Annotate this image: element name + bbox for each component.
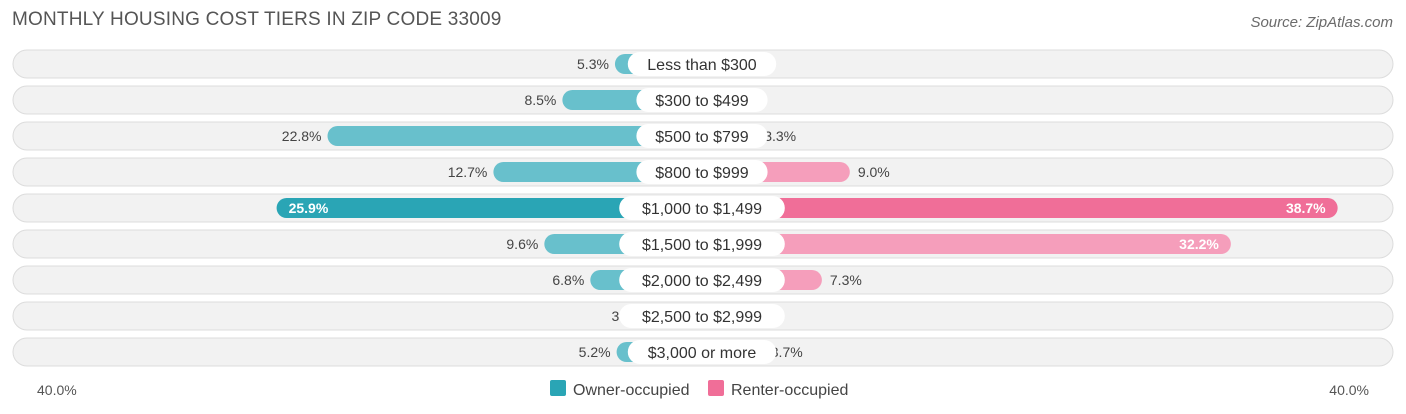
category-label: $500 to $799	[655, 129, 749, 146]
owner-value-label: 6.8%	[552, 272, 584, 288]
category-pill	[619, 304, 785, 328]
owner-value-label: 8.5%	[524, 92, 556, 108]
renter-value-label: 3.7%	[771, 344, 803, 360]
category-pill	[636, 160, 768, 184]
category-pill	[619, 196, 785, 220]
legend-swatch-owner	[550, 380, 566, 396]
legend-swatch-renter	[708, 380, 724, 396]
row-3: 12.7% 9.0% $800 to $999	[12, 157, 1394, 187]
category-label: Less than $300	[647, 57, 757, 74]
row-2: 22.8% 3.3% $500 to $799	[12, 121, 1394, 151]
category-label: $300 to $499	[655, 93, 749, 110]
owner-value-label: 22.8%	[282, 128, 322, 144]
owner-bar	[327, 126, 702, 146]
row-0: 5.3%1.6%Less than $300	[12, 49, 1394, 79]
legend-label-renter: Renter-occupied	[731, 382, 848, 399]
renter-bar	[702, 234, 1231, 254]
row-6: 6.8% 7.3% $2,000 to $2,499	[12, 265, 1394, 295]
category-pill	[636, 124, 768, 148]
owner-value-label: 5.2%	[579, 344, 611, 360]
category-pill	[619, 232, 785, 256]
category-pill	[619, 268, 785, 292]
chart-source: Source: ZipAtlas.com	[1250, 14, 1393, 31]
axis-left-label: 40.0%	[37, 382, 77, 398]
renter-value-label: 7.3%	[830, 272, 862, 288]
chart-title: MONTHLY HOUSING COST TIERS IN ZIP CODE 3…	[12, 9, 502, 30]
row-8: 5.2% 3.7% $3,000 or more	[12, 337, 1394, 367]
renter-value-label: 38.7%	[1286, 200, 1326, 216]
category-label: $1,500 to $1,999	[642, 237, 762, 254]
renter-value-label: 9.0%	[858, 164, 890, 180]
row-4: 25.9% 38.7% $1,000 to $1,499	[12, 193, 1394, 223]
category-label: $800 to $999	[655, 165, 749, 182]
owner-value-label: 12.7%	[448, 164, 488, 180]
category-label: $1,000 to $1,499	[642, 201, 762, 218]
owner-value-label: 9.6%	[506, 236, 538, 252]
owner-bar	[276, 198, 702, 218]
legend-label-owner: Owner-occupied	[573, 382, 690, 399]
renter-value-label: 3.3%	[764, 128, 796, 144]
category-pill	[636, 88, 768, 112]
renter-value-label: 32.2%	[1179, 236, 1219, 252]
owner-value-label: 5.3%	[577, 56, 609, 72]
category-label: $2,000 to $2,499	[642, 273, 762, 290]
renter-bar	[702, 198, 1338, 218]
category-label: $2,500 to $2,999	[642, 309, 762, 326]
row-1: 8.5%0.22%$300 to $499	[12, 85, 1394, 115]
axis-right-label: 40.0%	[1329, 382, 1369, 398]
category-label: $3,000 or more	[648, 345, 757, 362]
row-7: 3.2%1.9%$2,500 to $2,999	[12, 301, 1394, 331]
legend: Owner-occupied Renter-occupied	[550, 380, 848, 399]
category-pill	[627, 340, 777, 364]
row-5: 9.6% 32.2% $1,500 to $1,999	[12, 229, 1394, 259]
owner-value-label: 25.9%	[289, 200, 329, 216]
category-pill	[627, 52, 777, 76]
